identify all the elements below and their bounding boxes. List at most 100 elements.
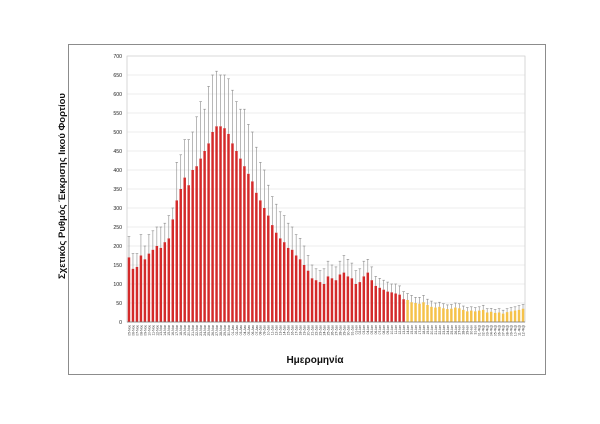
bar: [505, 312, 509, 322]
x-tick-label: 13-Ιαν: [402, 325, 406, 335]
y-tick-label: 600: [113, 92, 122, 98]
bar: [235, 151, 238, 322]
x-tick-label: 08-Ιαν: [382, 325, 386, 335]
bar: [497, 312, 501, 322]
bar: [195, 166, 198, 322]
bar: [426, 304, 429, 322]
x-tick-label: 28-Νοε: [219, 325, 223, 336]
bar: [454, 307, 457, 322]
x-tick-label: 11-Φεβ: [517, 325, 521, 336]
bar: [147, 253, 151, 322]
x-tick-label: 16-Δεκ: [291, 325, 295, 336]
bar: [219, 126, 222, 322]
bar: [290, 249, 294, 322]
x-tick-label: 29-Δεκ: [342, 325, 346, 336]
x-tick-label: 02-Φεβ: [482, 325, 486, 336]
bar: [434, 307, 437, 322]
x-tick-label: 14-Ιαν: [406, 325, 410, 335]
y-tick-label: 200: [113, 244, 122, 250]
x-tick-label: 06-Νοε: [131, 325, 135, 336]
x-tick-label: 06-Ιαν: [374, 325, 378, 335]
x-tick-label: 04-Ιαν: [366, 325, 370, 335]
x-tick-label: 22-Δεκ: [314, 325, 318, 336]
x-tick-label: 30-Νοε: [227, 325, 231, 336]
bar: [227, 133, 230, 322]
bar: [474, 311, 477, 322]
bar: [450, 308, 453, 322]
bar: [346, 276, 350, 322]
x-tick-label: 07-Ιαν: [378, 325, 382, 335]
bar: [485, 312, 489, 322]
bar: [402, 299, 405, 322]
x-tick-label: 15-Δεκ: [287, 325, 291, 336]
bar: [438, 306, 441, 322]
x-tick-label: 03-Ιαν: [362, 325, 366, 335]
bar: [271, 225, 274, 322]
bar: [517, 309, 521, 322]
bar: [330, 278, 334, 322]
x-tick-label: 27-Νοε: [215, 325, 219, 336]
x-tick-label: 10-Δεκ: [267, 325, 271, 336]
y-tick-label: 150: [113, 263, 122, 269]
x-tick-label: 12-Νοε: [155, 325, 159, 336]
bar: [243, 166, 246, 322]
bar: [294, 255, 298, 322]
x-tick-label: 14-Νοε: [163, 325, 167, 336]
bar: [215, 126, 218, 322]
x-tick-label: 01-Δεκ: [231, 325, 235, 336]
bar: [187, 185, 190, 322]
bar: [302, 265, 306, 322]
x-tick-label: 03-Δεκ: [239, 325, 243, 336]
x-tick-label: 17-Νοε: [175, 325, 179, 336]
x-tick-label: 23-Νοε: [199, 325, 203, 336]
x-tick-label: 21-Δεκ: [310, 325, 314, 336]
x-tick-label: 11-Δεκ: [271, 325, 275, 335]
x-tick-label: 06-Δεκ: [251, 325, 255, 336]
x-tick-label: 07-Δεκ: [255, 325, 259, 336]
x-tick-label: 26-Ιαν: [454, 325, 458, 335]
bar: [378, 287, 381, 322]
x-tick-label: 25-Νοε: [207, 325, 211, 336]
bar: [183, 177, 186, 322]
bar: [394, 293, 397, 322]
x-tick-label: 24-Ιαν: [446, 325, 450, 335]
x-tick-label: 17-Ιαν: [418, 325, 422, 335]
x-tick-label: 04-Δεκ: [243, 325, 247, 336]
bar: [354, 284, 358, 322]
bar: [318, 282, 322, 322]
bar: [382, 289, 385, 322]
x-tick-label: 07-Νοε: [135, 325, 139, 336]
x-tick-label: 30-Ιαν: [470, 325, 474, 335]
y-tick-label: 350: [113, 187, 122, 193]
bar: [410, 302, 413, 322]
y-tick-label: 250: [113, 225, 122, 231]
bar: [442, 308, 445, 322]
bar: [163, 242, 167, 322]
x-tick-label: 05-Νοε: [127, 325, 131, 336]
bar: [501, 313, 505, 322]
x-tick-label: 01-Φεβ: [478, 325, 482, 336]
x-tick-label: 05-Δεκ: [247, 325, 251, 336]
x-tick-label: 20-Νοε: [187, 325, 191, 336]
x-tick-label: 11-Ιαν: [394, 325, 398, 335]
bar: [263, 208, 266, 322]
x-tick-label: 21-Ιαν: [434, 325, 438, 335]
bar: [259, 200, 262, 322]
x-tick-label: 02-Ιαν: [358, 325, 362, 335]
bar: [386, 291, 389, 322]
x-tick-label: 13-Δεκ: [279, 325, 283, 336]
x-tick-label: 13-Νοε: [159, 325, 163, 336]
x-tick-label: 06-Φεβ: [498, 325, 502, 336]
bar: [151, 249, 155, 322]
y-tick-label: 500: [113, 130, 122, 136]
x-tick-label: 23-Δεκ: [318, 325, 322, 336]
x-tick-label: 14-Δεκ: [283, 325, 287, 336]
bar: [398, 294, 401, 322]
x-tick-label: 20-Ιαν: [430, 325, 434, 335]
y-tick-label: 100: [113, 282, 122, 288]
x-tick-label: 16-Νοε: [171, 325, 175, 336]
x-tick-label: 10-Φεβ: [513, 325, 517, 336]
x-tick-label: 18-Ιαν: [422, 325, 426, 335]
x-tick-label: 12-Φεβ: [521, 325, 525, 336]
bar: [374, 285, 377, 322]
